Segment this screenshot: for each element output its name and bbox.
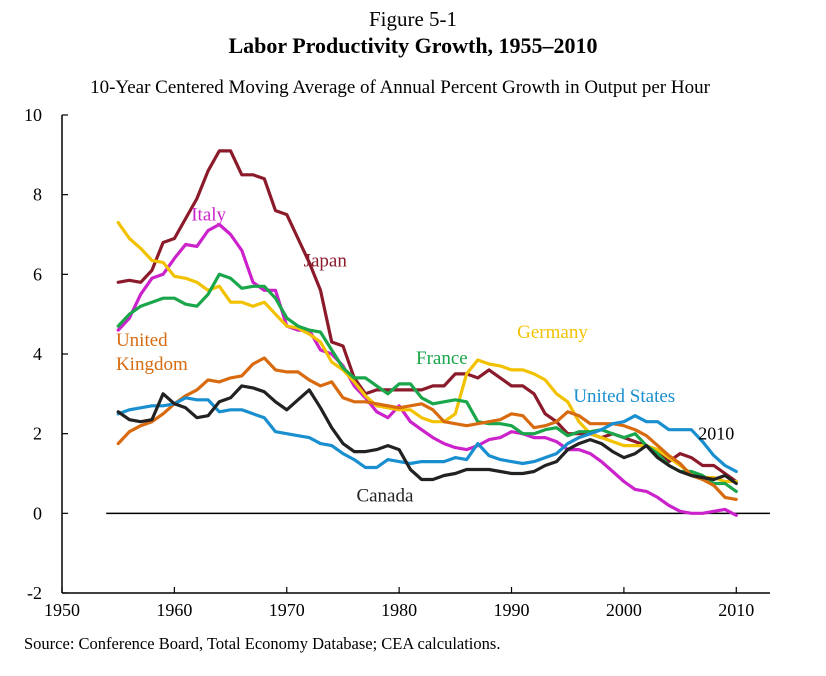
title-block: Figure 5-1 Labor Productivity Growth, 19…	[0, 6, 826, 60]
series-line-canada	[116, 384, 738, 486]
series-label-japan: Japan	[304, 250, 348, 271]
x-tick-label: 1970	[269, 600, 305, 620]
y-tick-label: 4	[33, 344, 42, 364]
series-label-united-kingdom: United Kingdom	[116, 330, 188, 375]
source-note: Source: Conference Board, Total Economy …	[24, 634, 501, 653]
series-label-france: France	[416, 348, 468, 369]
x-tick-label: 1950	[44, 600, 80, 620]
series-label-italy: Italy	[191, 205, 226, 226]
series-label-canada: Canada	[356, 485, 414, 506]
series-label-line: United States	[573, 386, 675, 407]
series-label-line: Kingdom	[116, 354, 188, 375]
series-label-united-states: United States	[573, 386, 675, 407]
x-tick-label: 2010	[718, 600, 754, 620]
y-tick-label: 6	[33, 264, 42, 284]
x-tick-label: 2000	[606, 600, 642, 620]
x-tick-label: 1990	[494, 600, 530, 620]
series-line-united-states	[116, 396, 738, 474]
chart-series	[116, 149, 738, 517]
y-tick-label: 2	[33, 424, 42, 444]
series-label-line: United	[116, 330, 168, 351]
series-line-japan	[116, 149, 738, 484]
y-tick-label: 0	[33, 503, 42, 523]
y-tick-label: -2	[27, 583, 42, 603]
annotation-label: 2010	[698, 424, 734, 444]
x-tick-label: 1960	[156, 600, 192, 620]
x-tick-label: 1980	[381, 600, 417, 620]
chart-axes: -2 0 2 4 6 8 10 1950 1960 1970 1980 1990 2000 2010	[24, 105, 770, 620]
series-line-united-kingdom	[116, 356, 738, 501]
series-label-line: Canada	[356, 485, 414, 506]
chart-subtitle: 10-Year Centered Moving Average of Annua…	[90, 77, 710, 98]
series-label-line: Germany	[517, 322, 588, 343]
figure-title: Labor Productivity Growth, 1955–2010	[228, 33, 598, 58]
series-label-line: Japan	[304, 250, 348, 271]
series-line-france	[116, 272, 738, 493]
y-tick-label: 10	[24, 105, 42, 125]
series-line-italy	[116, 222, 738, 517]
series-line-germany	[116, 221, 738, 484]
series-label-germany: Germany	[517, 322, 588, 343]
series-label-line: Italy	[191, 205, 226, 226]
series-label-line: France	[416, 348, 468, 369]
y-tick-label: 8	[33, 185, 42, 205]
figure-label: Figure 5-1	[368, 7, 458, 31]
